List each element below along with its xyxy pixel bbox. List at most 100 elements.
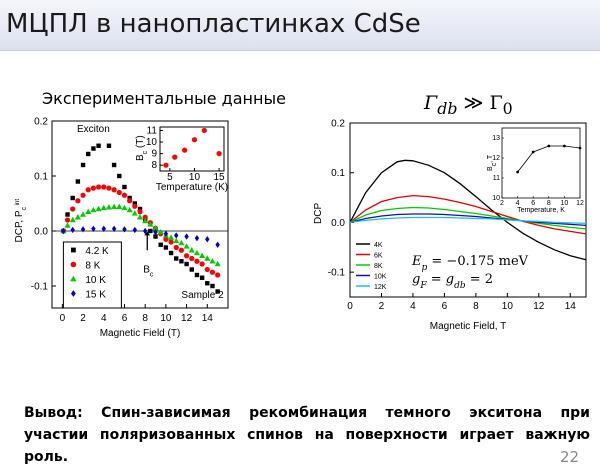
left-point-2 — [131, 210, 138, 216]
left-point-2 — [116, 203, 123, 209]
left-point-0 — [184, 261, 189, 267]
left-inset-ylabel: Bc (T) — [135, 135, 149, 161]
left-point-1 — [204, 266, 210, 273]
right-inset-xtick-label: 2 — [500, 200, 504, 207]
right-xtick-label: 2 — [379, 301, 385, 312]
left-legend-box — [62, 241, 122, 309]
left-xtick-label: 10 — [160, 313, 172, 324]
left-point-2 — [214, 260, 221, 267]
left-point-1 — [173, 244, 179, 251]
left-point-1 — [70, 206, 76, 212]
left-ytick-label: 0.2 — [34, 117, 48, 128]
left-xtick-label: 4 — [101, 313, 107, 324]
right-inset-ytick-label: 12 — [492, 155, 500, 162]
left-point-0 — [80, 162, 86, 168]
left-legend-label: 4.2 K — [85, 246, 109, 257]
right-inset-ytick-label: 13 — [492, 135, 500, 142]
left-point-1 — [189, 255, 195, 262]
left-point-2 — [183, 243, 190, 249]
left-point-2 — [188, 247, 195, 253]
left-point-0 — [199, 275, 205, 280]
left-plot-frame — [51, 120, 229, 309]
left-point-2 — [137, 214, 143, 220]
left-legend-label: 15 K — [85, 290, 106, 301]
equation-ep: Ep = −0.175 meV — [411, 254, 529, 273]
left-point-3 — [184, 233, 189, 240]
left-point-1 — [64, 217, 71, 223]
bc-arrow-head — [144, 231, 151, 236]
left-point-0 — [127, 195, 132, 201]
right-legend-label: 4K — [374, 242, 383, 249]
left-point-2 — [173, 237, 180, 244]
left-point-2 — [209, 258, 216, 264]
left-point-1 — [183, 253, 190, 259]
left-point-1 — [80, 192, 86, 198]
left-point-3 — [101, 225, 106, 232]
left-point-2 — [80, 211, 87, 217]
left-point-1 — [199, 261, 205, 267]
left-point-0 — [70, 195, 75, 201]
right-inset-xtick-label: 8 — [547, 200, 551, 207]
left-point-0 — [163, 245, 169, 250]
left-inset-ytick-label: 11 — [147, 125, 158, 136]
left-legend-label: 8 K — [85, 261, 100, 272]
left-xtick-label: 6 — [122, 313, 128, 324]
left-point-1 — [209, 269, 216, 275]
right-xtick-label: 10 — [502, 301, 514, 312]
right-inset-ytick-label: 10 — [492, 195, 500, 202]
left-point-2 — [105, 204, 112, 210]
left-point-0 — [179, 259, 184, 264]
left-inset-ytick-label: 9 — [151, 149, 157, 160]
left-xtick-label: 2 — [80, 313, 86, 324]
left-point-0 — [111, 162, 117, 168]
bc-label: Bc — [143, 264, 154, 278]
left-point-3 — [122, 226, 127, 233]
left-point-3 — [205, 236, 210, 243]
left-point-1 — [111, 187, 117, 193]
left-point-1 — [132, 203, 138, 209]
left-point-0 — [189, 267, 194, 272]
left-point-2 — [152, 225, 159, 231]
left-point-2 — [95, 205, 102, 212]
left-point-0 — [215, 289, 220, 294]
left-inset-point — [172, 154, 178, 160]
title-bar: МЦПЛ в нанопластинках CdSe — [0, 0, 600, 51]
right-legend-label: 8K — [374, 263, 383, 270]
left-inset-point — [182, 147, 188, 153]
left-point-2 — [142, 217, 149, 224]
left-ylabel: DCP, Pc int — [14, 199, 28, 243]
left-point-3 — [61, 227, 66, 235]
right-inset-xlabel: Temperature, K — [517, 207, 565, 214]
much-greater: ≫ — [463, 92, 484, 114]
left-point-1 — [142, 214, 148, 220]
left-inset-point — [201, 127, 207, 134]
left-point-1 — [90, 185, 97, 191]
left-point-2 — [121, 204, 128, 211]
left-xlabel: Magnetic Field (T) — [100, 328, 181, 339]
left-inset-ytick-label: 10 — [146, 137, 158, 148]
right-inset-point — [516, 170, 519, 174]
left-point-1 — [194, 258, 200, 264]
left-point-1 — [95, 184, 102, 190]
right-inset-xtick-label: 6 — [531, 200, 535, 207]
left-point-2 — [111, 203, 118, 209]
right-inset-xtick-label: 4 — [516, 200, 520, 207]
right-inset-ylabel: Bc, T — [487, 154, 498, 171]
gamma-db: Γdb — [424, 92, 458, 118]
left-legend-marker-0 — [70, 247, 76, 253]
left-point-2 — [157, 228, 164, 235]
left-point-1 — [101, 184, 107, 190]
left-point-2 — [147, 221, 154, 227]
left-point-1 — [163, 236, 169, 242]
left-point-3 — [194, 234, 200, 242]
sample-label: Sample 2 — [181, 290, 224, 301]
left-legend-marker-3 — [70, 290, 76, 297]
left-point-0 — [153, 234, 158, 239]
left-xtick-label: 12 — [181, 313, 193, 324]
left-point-2 — [204, 255, 211, 261]
right-ytick-label: 0.1 — [331, 168, 345, 179]
right-ytick-label: 0.2 — [331, 119, 345, 130]
right-legend-label: 12K — [374, 284, 387, 291]
left-point-0 — [75, 179, 81, 184]
right-legend-label: 10K — [374, 274, 387, 281]
